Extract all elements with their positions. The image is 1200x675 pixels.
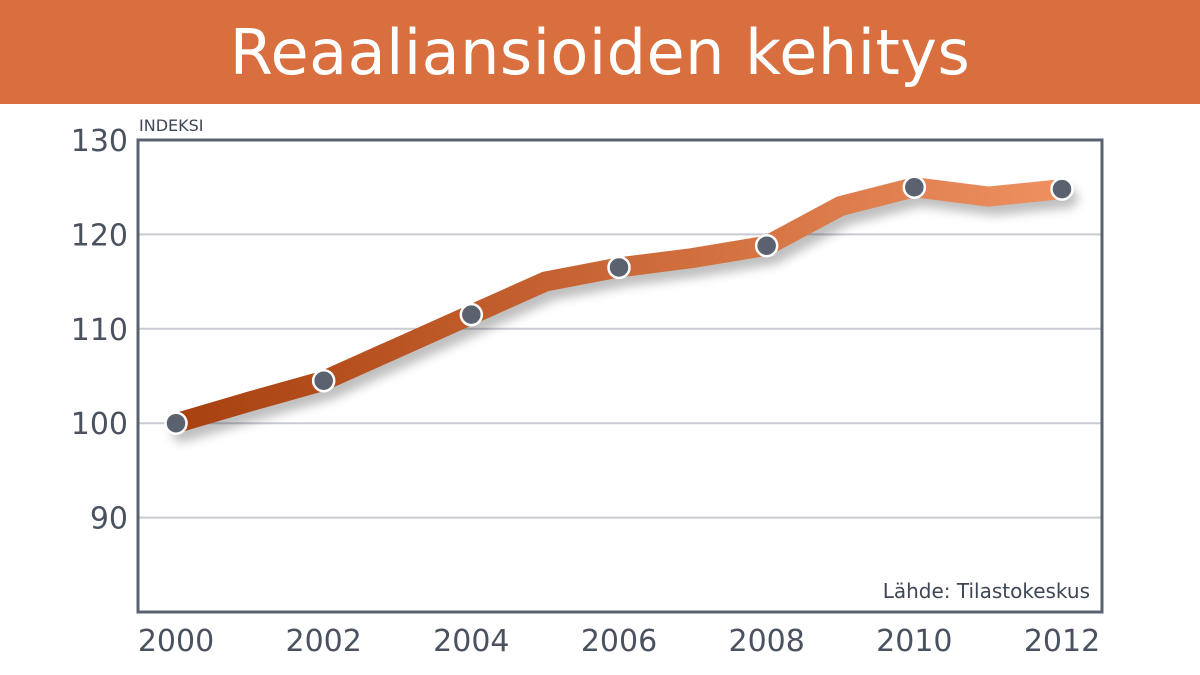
data-point-marker xyxy=(459,302,484,327)
series-line xyxy=(166,177,1072,434)
x-tick-label: 2004 xyxy=(433,624,509,659)
data-point-marker xyxy=(1050,177,1074,201)
series-layer xyxy=(166,177,1078,443)
data-point-marker xyxy=(754,233,779,258)
title-bar: Reaaliansioiden kehitys xyxy=(0,0,1200,104)
source-note: Lähde: Tilastokeskus xyxy=(883,579,1090,603)
x-tick-label: 2002 xyxy=(285,624,361,659)
x-tick-label: 2008 xyxy=(728,624,804,659)
data-point-marker xyxy=(607,255,631,280)
series-line-shadow xyxy=(172,186,1078,443)
grid-lines xyxy=(138,233,1102,519)
y-tick-label: 100 xyxy=(71,407,128,442)
x-tick-label: 2006 xyxy=(581,624,657,659)
x-tick-label: 2012 xyxy=(1024,624,1100,659)
plot-frame xyxy=(136,138,1104,614)
y-tick-label: 130 xyxy=(71,124,128,159)
y-tick-label: 110 xyxy=(71,313,128,348)
y-axis-label: INDEKSI xyxy=(139,116,203,135)
x-tick-label: 2000 xyxy=(138,624,214,659)
data-point-marker xyxy=(902,175,927,199)
y-tick-labels: 90 100 110 120 130 xyxy=(71,124,128,537)
data-point-marker xyxy=(311,368,336,393)
y-tick-label: 120 xyxy=(71,218,128,253)
x-tick-label: 2010 xyxy=(876,624,952,659)
x-tick-labels: 2000 2002 2004 2006 2008 2010 2012 xyxy=(138,624,1100,659)
chart-title: Reaaliansioiden kehitys xyxy=(229,15,971,89)
marker-layer xyxy=(164,175,1074,435)
data-point-marker xyxy=(164,411,188,435)
y-tick-label: 90 xyxy=(90,502,128,537)
